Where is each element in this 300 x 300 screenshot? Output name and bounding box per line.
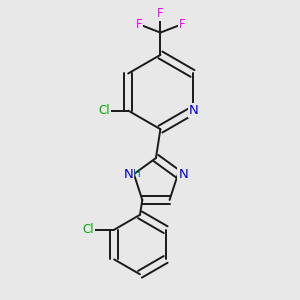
Text: N: N [189,104,199,117]
Text: N: N [178,167,188,181]
Text: F: F [178,18,185,31]
Text: N: N [124,167,134,181]
Text: F: F [136,18,142,31]
Text: H: H [133,169,141,179]
Text: Cl: Cl [82,223,94,236]
Text: F: F [157,7,164,20]
Text: Cl: Cl [98,104,110,117]
